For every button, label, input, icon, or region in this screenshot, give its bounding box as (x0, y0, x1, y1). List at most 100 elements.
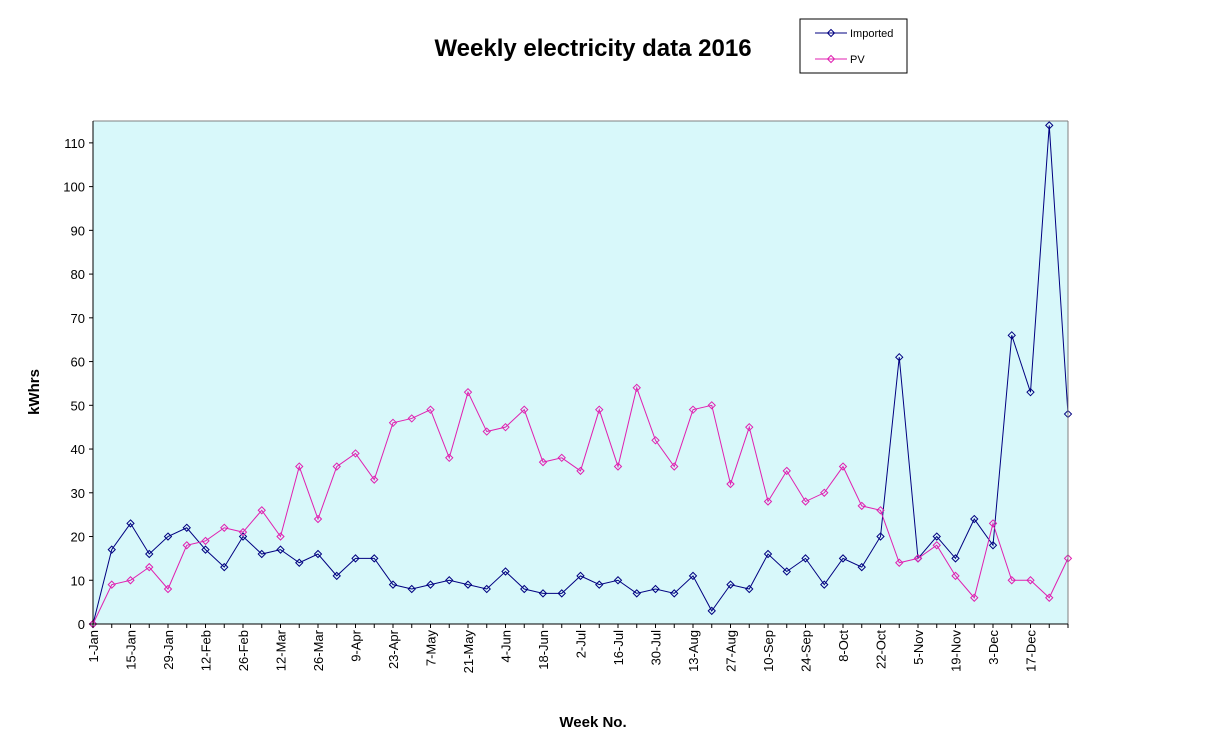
data-point-pv (163, 584, 173, 594)
data-point-imported (501, 567, 510, 576)
x-tick-label: 3-Dec (986, 630, 1001, 665)
x-tick-label: 16-Jul (611, 630, 626, 666)
data-point-pv (332, 462, 341, 471)
x-tick-label: 15-Jan (124, 630, 139, 670)
x-tick-label: 7-May (424, 630, 439, 667)
data-point-pv (295, 462, 304, 471)
y-tick-label: 0 (78, 617, 85, 632)
data-point-pv (763, 497, 773, 506)
legend-marker-imported (826, 28, 836, 38)
data-point-imported (763, 549, 773, 559)
data-point-imported (426, 580, 435, 589)
data-point-pv (688, 405, 698, 414)
data-point-imported (988, 541, 998, 550)
data-point-imported (801, 554, 810, 563)
y-tick-label: 10 (71, 573, 85, 588)
data-point-pv (913, 554, 923, 563)
y-tick-label: 30 (71, 486, 85, 501)
data-point-imported (126, 519, 135, 528)
data-point-pv (370, 475, 379, 484)
data-point-imported (163, 532, 173, 541)
x-tick-label: 5-Nov (911, 630, 926, 665)
x-tick-label: 27-Aug (724, 630, 739, 672)
data-point-imported (857, 562, 866, 572)
data-point-pv (970, 593, 979, 602)
data-point-imported (351, 554, 360, 563)
data-point-imported (876, 532, 885, 541)
data-point-pv (182, 541, 191, 550)
x-tick-label: 24-Sep (799, 630, 814, 672)
series-line-imported (92, 125, 1069, 625)
x-tick-label: 4-Jun (499, 630, 514, 663)
x-tick-label: 29-Jan (161, 630, 176, 670)
legend-label-imported: Imported (850, 28, 893, 40)
data-point-pv (820, 488, 829, 497)
y-tick-label: 100 (63, 180, 85, 195)
data-point-pv (576, 466, 585, 476)
data-point-imported (745, 584, 754, 594)
x-axis-title: Week No. (559, 714, 626, 731)
data-point-pv (613, 462, 623, 471)
data-point-imported (463, 580, 473, 589)
data-point-pv (351, 449, 360, 458)
data-point-pv (201, 536, 210, 546)
data-point-pv (407, 414, 416, 423)
data-point-imported (1007, 331, 1016, 340)
data-point-pv (276, 532, 285, 541)
series-layer (88, 121, 1073, 629)
chart-title: Weekly electricity data 2016 (434, 35, 751, 62)
x-tick-label: 26-Mar (311, 629, 326, 671)
y-tick-label: 40 (71, 442, 85, 457)
x-tick-label: 9-Apr (349, 629, 364, 661)
data-point-imported (670, 589, 679, 598)
data-point-imported (576, 571, 585, 581)
legend-label-pv: PV (850, 54, 865, 66)
data-point-imported (407, 584, 416, 594)
legend: Imported PV (799, 18, 908, 74)
data-point-pv (145, 562, 154, 572)
data-point-pv (313, 514, 323, 524)
x-tick-label: 2-Jul (574, 630, 589, 658)
data-point-imported (726, 580, 735, 589)
data-point-pv (426, 405, 435, 414)
data-point-imported (482, 584, 491, 594)
data-point-imported (313, 549, 323, 559)
data-point-imported (595, 580, 604, 589)
data-point-imported (557, 589, 566, 598)
data-point-imported (445, 576, 454, 585)
data-point-pv (257, 506, 266, 515)
data-point-imported (220, 562, 229, 572)
data-point-imported (895, 352, 904, 362)
y-ticks: 0 10 20 30 40 50 60 70 80 90 100 110 (63, 136, 93, 632)
data-point-pv (445, 453, 454, 462)
data-point-pv (951, 571, 960, 581)
data-point-pv (520, 405, 529, 414)
data-point-imported (820, 580, 829, 589)
y-tick-label: 90 (71, 223, 85, 238)
data-point-pv (932, 541, 941, 550)
x-tick-label: 17-Dec (1024, 630, 1039, 672)
data-point-pv (782, 466, 791, 476)
y-tick-label: 20 (71, 530, 85, 545)
data-point-imported (688, 571, 698, 581)
data-point-imported (651, 584, 660, 594)
x-tick-label: 13-Aug (686, 630, 701, 672)
x-tick-label: 12-Feb (199, 630, 214, 671)
data-point-pv (126, 576, 135, 585)
data-point-pv (557, 453, 566, 462)
x-tick-label: 23-Apr (386, 629, 401, 669)
data-point-imported (370, 554, 379, 563)
data-point-pv (632, 383, 641, 393)
data-point-imported (520, 584, 529, 594)
data-point-imported (145, 549, 154, 559)
data-point-pv (745, 422, 754, 432)
data-point-pv (670, 462, 679, 471)
data-point-pv (595, 405, 604, 414)
x-tick-label: 30-Jul (649, 630, 664, 666)
data-point-imported (295, 558, 304, 567)
data-point-pv (238, 527, 248, 537)
data-point-pv (482, 427, 491, 436)
y-tick-label: 110 (64, 136, 85, 151)
data-point-pv (107, 580, 116, 589)
